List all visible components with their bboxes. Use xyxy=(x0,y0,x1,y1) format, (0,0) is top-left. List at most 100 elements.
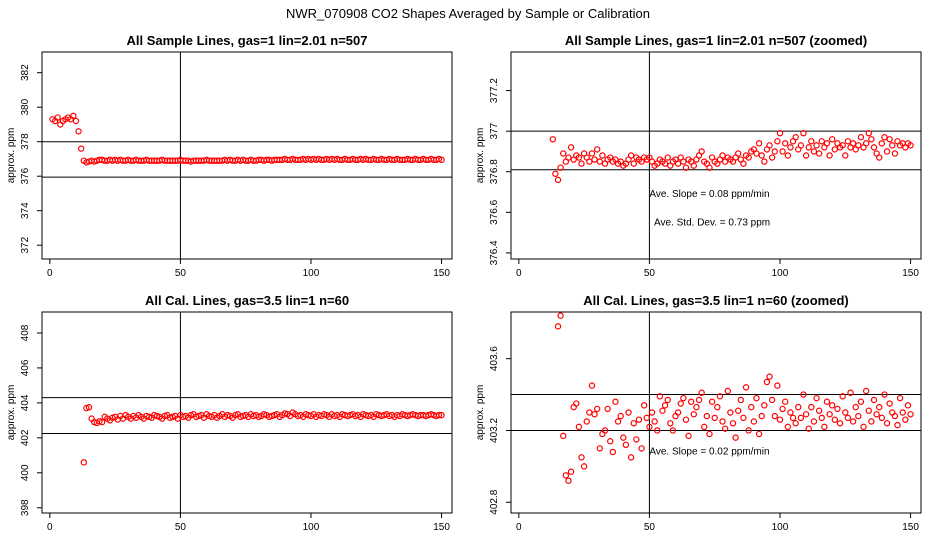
data-point xyxy=(593,405,601,413)
chart-panel-3: All Cal. Lines, gas=3.5 lin=1 n=60 0 50 100… xyxy=(6,293,453,533)
data-point xyxy=(878,414,886,422)
data-point xyxy=(721,425,729,432)
data-point xyxy=(907,411,914,418)
data-point xyxy=(622,441,630,449)
data-point xyxy=(685,432,692,440)
data-point xyxy=(588,150,596,157)
y-tick-label: 402 xyxy=(20,429,31,446)
data-point xyxy=(784,423,792,431)
data-point xyxy=(438,411,445,419)
data-point xyxy=(591,411,598,418)
y-tick-label: 377 xyxy=(489,122,500,139)
data-points xyxy=(549,129,914,184)
data-point xyxy=(761,402,768,409)
data-point xyxy=(808,138,815,145)
data-point xyxy=(601,427,609,434)
data-point xyxy=(826,411,833,418)
x-tick-label: 50 xyxy=(175,522,187,533)
data-point xyxy=(815,150,823,157)
chart-panel-4: All Cal. Lines, gas=3.5 lin=1 n=60 (zoom… xyxy=(475,293,922,533)
data-point xyxy=(855,412,862,420)
data-point xyxy=(876,403,883,411)
data-point xyxy=(876,154,883,161)
data-point xyxy=(862,387,870,395)
data-point xyxy=(549,136,556,143)
data-point xyxy=(732,434,739,441)
data-point xyxy=(687,398,695,405)
data-point xyxy=(857,134,865,141)
data-point xyxy=(758,152,765,159)
data-point xyxy=(904,402,912,409)
x-tick-label: 0 xyxy=(47,268,53,279)
data-point xyxy=(661,160,669,167)
data-point xyxy=(724,387,731,395)
data-point xyxy=(708,398,716,405)
y-tick-label: 402.8 xyxy=(489,489,500,514)
data-point xyxy=(674,160,682,167)
chart-title: All Cal. Lines, gas=3.5 lin=1 n=60 (zoom… xyxy=(583,293,849,308)
data-point xyxy=(77,145,85,152)
data-point xyxy=(779,405,786,413)
data-point xyxy=(740,414,747,422)
data-point xyxy=(567,144,575,151)
data-point xyxy=(865,129,872,137)
y-tick-label: 376 xyxy=(20,167,31,184)
data-point xyxy=(740,160,747,167)
data-point xyxy=(562,472,570,479)
y-tick-label: 382 xyxy=(20,64,31,81)
data-point xyxy=(734,407,742,414)
x-tick-label: 0 xyxy=(516,268,522,279)
data-point xyxy=(609,448,617,456)
data-point xyxy=(703,412,711,420)
data-points xyxy=(554,312,914,484)
data-point xyxy=(552,170,559,177)
data-point xyxy=(842,409,849,416)
data-point xyxy=(680,394,687,402)
y-tick-label: 403.6 xyxy=(489,346,500,371)
data-point xyxy=(771,148,778,155)
data-point xyxy=(573,400,580,407)
data-point xyxy=(805,144,812,151)
data-point xyxy=(847,389,854,396)
data-point xyxy=(607,438,614,445)
data-point xyxy=(706,430,713,438)
y-tick-label: 378 xyxy=(20,133,31,150)
data-point xyxy=(627,454,635,461)
data-point xyxy=(567,468,575,475)
data-point xyxy=(829,136,836,143)
data-point xyxy=(651,418,658,425)
annotation: Ave. Std. Dev. = 0.73 ppm xyxy=(654,218,770,229)
data-point xyxy=(753,394,760,402)
data-point xyxy=(578,454,585,461)
x-tick-label: 100 xyxy=(303,268,320,279)
data-point xyxy=(711,414,718,422)
data-point xyxy=(758,412,765,420)
data-point xyxy=(575,154,583,161)
data-point xyxy=(860,423,867,431)
data-point xyxy=(818,414,825,422)
data-point xyxy=(842,152,849,159)
data-point xyxy=(839,142,846,149)
data-point xyxy=(719,418,726,425)
data-point xyxy=(891,150,899,157)
x-tick-label: 150 xyxy=(902,522,919,533)
data-point xyxy=(787,144,794,151)
y-tick-label: 400 xyxy=(20,464,31,481)
data-point xyxy=(596,158,603,165)
data-point xyxy=(635,416,643,423)
data-points xyxy=(80,404,445,466)
y-axis-label: approx. ppm xyxy=(6,385,17,441)
data-point xyxy=(586,158,593,165)
data-point xyxy=(831,416,839,423)
data-point xyxy=(680,158,687,165)
data-point xyxy=(698,148,705,155)
data-point xyxy=(656,393,664,400)
y-axis-label: approx. ppm xyxy=(475,128,486,184)
data-point xyxy=(868,136,875,143)
data-point xyxy=(878,140,886,147)
data-point xyxy=(750,418,758,425)
data-point xyxy=(792,420,799,427)
data-point xyxy=(560,150,567,157)
data-point xyxy=(748,403,755,411)
data-point xyxy=(782,398,789,405)
